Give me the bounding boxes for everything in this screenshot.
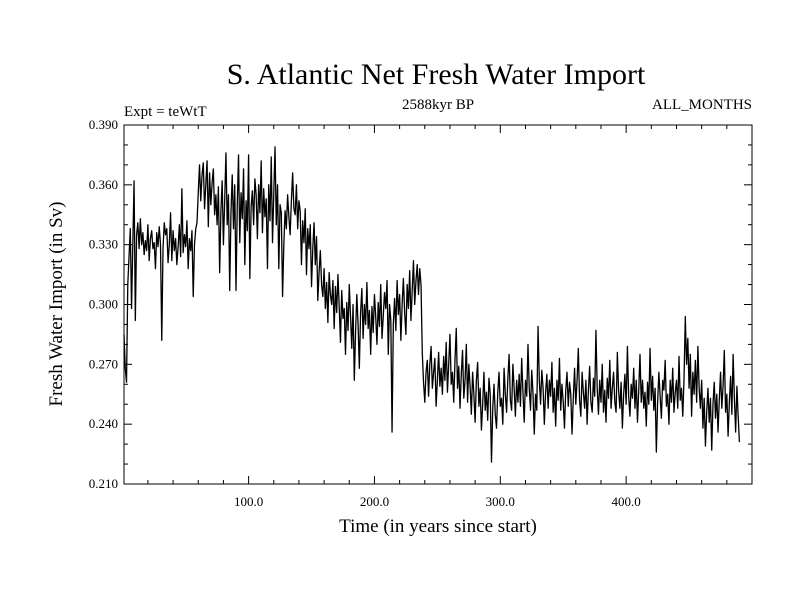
y-tick-label: 0.330 (89, 237, 118, 252)
months-label: ALL_MONTHS (652, 97, 752, 113)
x-tick-label: 300.0 (486, 494, 515, 509)
x-tick-label: 200.0 (360, 494, 389, 509)
x-axis-label: Time (in years since start) (339, 516, 537, 537)
y-axis-label: Fresh Water Import (in Sv) (46, 202, 67, 407)
x-tick-label: 100.0 (234, 494, 263, 509)
y-tick-label: 0.360 (89, 177, 118, 192)
series-layer (123, 146, 741, 463)
plot-frame (123, 124, 753, 485)
period-label: 2588kyr BP (402, 97, 474, 113)
series-line (123, 146, 741, 463)
y-tick-label: 0.390 (89, 117, 118, 132)
y-tick-label: 0.300 (89, 297, 118, 312)
experiment-label: Expt = teWtT (124, 104, 207, 120)
x-tick-label: 400.0 (612, 494, 641, 509)
y-tick-label: 0.270 (89, 356, 118, 371)
y-tick-label: 0.210 (89, 476, 118, 491)
ticks-layer: 0.210 0.240 0.270 0.300 0.330 0.360 0.390 100.0… (89, 117, 753, 509)
chart-title: S. Atlantic Net Fresh Water Import (227, 58, 646, 91)
y-tick-label: 0.240 (89, 416, 118, 431)
